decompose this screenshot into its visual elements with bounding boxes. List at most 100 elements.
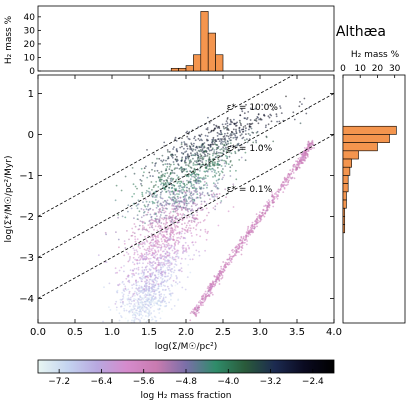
- scatter-point: [181, 158, 183, 160]
- scatter-point: [307, 155, 309, 158]
- scatter-point: [163, 216, 166, 219]
- scatter-point: [227, 148, 230, 150]
- scatter-point: [255, 221, 258, 223]
- scatter-point: [206, 128, 209, 131]
- scatter-point: [141, 314, 144, 317]
- scatter-point: [193, 217, 196, 219]
- scatter-point: [126, 303, 129, 306]
- scatter-point: [195, 191, 198, 194]
- scatter-point: [216, 196, 219, 198]
- scatter-point: [192, 175, 195, 178]
- scatter-point: [135, 205, 138, 207]
- scatter-point: [136, 293, 139, 296]
- scatter-point: [191, 150, 194, 152]
- scatter-point: [227, 140, 229, 143]
- scatter-point: [166, 228, 169, 231]
- top-histogram-bar: [185, 65, 194, 72]
- scatter-point: [170, 268, 173, 270]
- scatter-point: [157, 250, 160, 253]
- scatter-point: [237, 251, 239, 253]
- scatter-point: [156, 308, 159, 310]
- scatter-point: [178, 167, 181, 170]
- scatter-point: [149, 213, 152, 216]
- scatter-point: [183, 198, 185, 201]
- scatter-point: [150, 319, 153, 321]
- scatter-point: [141, 193, 144, 196]
- scatter-point: [130, 308, 133, 311]
- side-histogram-bar: [342, 150, 359, 160]
- x-tick-label: 3.5: [289, 327, 305, 338]
- scatter-point: [187, 180, 190, 183]
- scatter-point: [262, 208, 265, 211]
- scatter-point: [155, 319, 158, 322]
- scatter-point: [140, 272, 143, 275]
- scatter-point: [246, 229, 249, 231]
- scatter-point: [205, 150, 208, 153]
- scatter-point: [133, 193, 136, 195]
- scatter-point: [141, 303, 144, 306]
- scatter-point: [145, 280, 148, 282]
- scatter-point: [114, 303, 117, 305]
- scatter-point: [155, 267, 158, 270]
- scatter-point: [131, 276, 134, 278]
- scatter-point: [217, 158, 220, 161]
- scatter-point: [212, 143, 215, 146]
- scatter-point: [156, 229, 159, 232]
- scatter-point: [235, 178, 238, 181]
- scatter-point: [313, 147, 315, 149]
- scatter-point: [169, 221, 172, 224]
- scatter-point: [147, 262, 149, 265]
- scatter-point: [171, 218, 173, 221]
- scatter-point: [154, 279, 157, 282]
- scatter-point: [121, 215, 124, 218]
- scatter-point: [208, 153, 211, 156]
- scatter-point: [149, 303, 152, 306]
- scatter-point: [141, 241, 144, 244]
- scatter-point: [159, 193, 162, 196]
- scatter-point: [218, 193, 221, 195]
- scatter-point: [148, 278, 151, 281]
- efficiency-label: ε* = 1.0%: [227, 144, 273, 154]
- scatter-point: [145, 321, 148, 323]
- scatter-point: [226, 132, 229, 135]
- scatter-point: [162, 234, 165, 236]
- scatter-point: [235, 137, 238, 139]
- top-histogram-frame: [37, 5, 335, 72]
- scatter-point: [143, 302, 146, 305]
- efficiency-lines: [38, 75, 334, 299]
- scatter-point: [230, 261, 233, 263]
- scatter-point: [256, 225, 258, 228]
- scatter-point: [160, 170, 163, 173]
- scatter-point: [162, 159, 165, 162]
- scatter-point: [256, 116, 259, 118]
- scatter-point: [194, 154, 197, 157]
- scatter-point: [183, 222, 186, 225]
- scatter-point: [173, 207, 176, 210]
- scatter-point: [286, 174, 289, 177]
- scatter-point: [142, 201, 144, 204]
- scatter-point: [158, 210, 161, 212]
- scatter-point: [136, 187, 138, 190]
- scatter-point: [158, 304, 161, 306]
- scatter-point: [132, 325, 134, 327]
- scatter-point: [146, 297, 149, 300]
- scatter-point: [180, 143, 183, 146]
- scatter-point: [173, 305, 176, 307]
- scatter-point: [282, 181, 285, 184]
- scatter-point: [161, 300, 164, 303]
- scatter-point: [169, 261, 172, 263]
- scatter-point: [241, 148, 244, 151]
- scatter-point: [241, 241, 243, 244]
- scatter-point: [139, 299, 141, 302]
- scatter-point: [181, 230, 184, 233]
- scatter-point: [150, 222, 153, 225]
- scatter-point: [294, 165, 297, 168]
- scatter-point: [276, 197, 279, 200]
- scatter-point: [129, 305, 131, 308]
- scatter-point: [168, 268, 171, 271]
- scatter-point: [307, 144, 310, 147]
- scatter-point: [216, 186, 219, 189]
- scatter-point: [127, 274, 130, 277]
- scatter-point: [139, 296, 142, 299]
- scatter-point: [145, 268, 148, 271]
